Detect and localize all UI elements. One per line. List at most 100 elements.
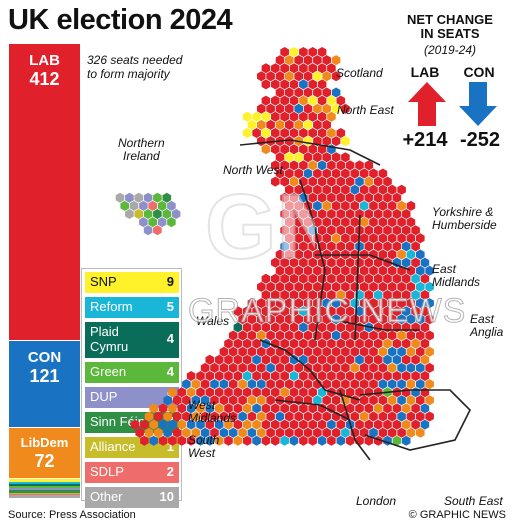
constituency-hex (135, 427, 144, 438)
constituency-hex (271, 176, 280, 187)
constituency-hex (261, 144, 271, 155)
constituency-hex (285, 233, 294, 244)
constituency-hex (224, 338, 233, 349)
constituency-hex (406, 411, 416, 422)
constituency-hex (257, 427, 266, 438)
constituency-hex (336, 435, 346, 446)
constituency-hex (383, 419, 392, 430)
constituency-hex (275, 362, 285, 373)
constituency-hex (271, 306, 280, 317)
constituency-hex (341, 103, 350, 114)
constituency-hex (336, 192, 346, 203)
constituency-hex (387, 281, 397, 292)
constituency-hex (345, 257, 355, 268)
constituency-hex (266, 281, 275, 292)
constituency-hex (355, 176, 364, 187)
constituency-hex (341, 427, 350, 438)
constituency-hex (261, 111, 271, 122)
constituency-hex (327, 128, 336, 138)
constituency-hex (224, 419, 233, 430)
constituency-hex (294, 362, 303, 373)
other-parties-table: SNP 9 Reform 5 Plaid Cymru 4 Green 4 DUP 5 Sinn Fé… (81, 268, 182, 508)
lab-change-value: +214 (402, 129, 448, 151)
constituency-hex (308, 403, 317, 414)
constituency-hex (261, 128, 271, 138)
constituency-hex (280, 290, 289, 300)
constituency-hex (252, 338, 261, 349)
constituency-hex (228, 379, 238, 390)
constituency-hex (233, 435, 243, 446)
constituency-hex (303, 136, 313, 147)
constituency-hex (345, 225, 355, 236)
constituency-hex (317, 160, 327, 171)
constituency-hex (331, 346, 341, 357)
constituency-hex (177, 435, 187, 446)
constituency-hex (238, 330, 247, 341)
down-arrow-icon (459, 82, 497, 126)
constituency-hex (341, 152, 350, 163)
constituency-hex (364, 225, 374, 236)
constituency-hex (285, 55, 294, 66)
party-name: DUP (90, 389, 118, 404)
constituency-hex (266, 427, 275, 438)
lab-change: LAB (400, 64, 450, 80)
constituency-hex (397, 379, 406, 390)
constituency-hex (242, 111, 252, 122)
constituency-hex (275, 87, 285, 98)
constituency-hex (322, 379, 331, 390)
constituency-hex (359, 379, 369, 390)
constituency-hex (289, 209, 299, 219)
constituency-hex (224, 371, 233, 381)
constituency-hex (406, 233, 416, 244)
constituency-hex (261, 95, 271, 106)
constituency-hex (336, 225, 346, 236)
constituency-hex (416, 395, 425, 406)
constituency-hex (242, 338, 252, 349)
constituency-hex (294, 395, 303, 406)
party-row: Reform 5 (85, 297, 179, 318)
constituency-hex (210, 411, 219, 422)
constituency-hex (275, 411, 285, 422)
constituency-hex (364, 273, 374, 284)
constituency-hex (139, 217, 148, 228)
constituency-hex (266, 298, 275, 309)
constituency-hex (387, 395, 397, 406)
party-row: Plaid Cymru 4 (85, 322, 179, 358)
constituency-hex (271, 160, 280, 171)
constituency-hex (364, 354, 374, 365)
constituency-hex (158, 403, 168, 414)
constituency-hex (416, 233, 425, 244)
constituency-hex (303, 281, 313, 292)
constituency-hex (378, 184, 388, 195)
constituency-hex (313, 411, 322, 422)
constituency-hex (345, 209, 355, 219)
constituency-hex (252, 354, 261, 365)
constituency-hex (294, 152, 303, 163)
constituency-hex (327, 306, 336, 317)
constituency-hex (299, 128, 308, 138)
constituency-hex (317, 225, 327, 236)
constituency-hex (378, 427, 388, 438)
constituency-hex (289, 47, 299, 57)
constituency-hex (322, 411, 331, 422)
constituency-hex (299, 338, 308, 349)
constituency-hex (373, 290, 383, 300)
constituency-hex (242, 354, 252, 365)
constituency-hex (257, 314, 266, 325)
constituency-hex (406, 200, 416, 211)
constituency-hex (313, 362, 322, 373)
constituency-hex (336, 403, 346, 414)
constituency-hex (387, 233, 397, 244)
constituency-hex (387, 362, 397, 373)
constituency-hex (369, 298, 378, 309)
majority-note: 326 seats needed to form majority (87, 53, 183, 81)
constituency-hex (238, 362, 247, 373)
party-row: Green 4 (85, 362, 179, 383)
constituency-hex (313, 200, 322, 211)
constituency-hex (336, 209, 346, 219)
constituency-hex (387, 411, 397, 422)
constituency-hex (359, 281, 369, 292)
constituency-hex (322, 298, 331, 309)
constituency-hex (313, 427, 322, 438)
constituency-hex (303, 427, 313, 438)
